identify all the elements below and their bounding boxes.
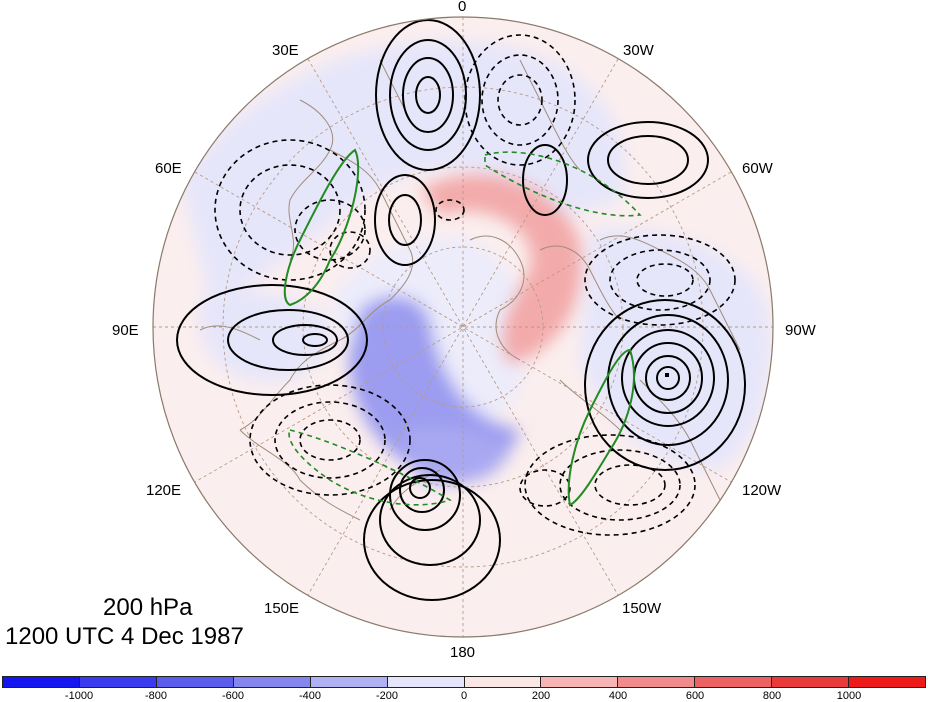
colorbar-box: [387, 677, 465, 687]
colorbar-box: [695, 677, 773, 687]
shading-layer: [180, 40, 771, 484]
colorbar-box: [464, 677, 542, 687]
colorbar-box: [618, 677, 696, 687]
colorbar-tick-label: -600: [221, 690, 245, 702]
colorbar-box: [3, 677, 80, 687]
lon-label-120w: 120W: [742, 482, 782, 499]
lon-label-60w: 60W: [742, 160, 773, 177]
shade-light-blue-north: [180, 40, 626, 300]
dashed-contours: [214, 34, 736, 536]
time-title: 1200 UTC 4 Dec 1987: [5, 623, 244, 650]
shade-blue-crescent: [349, 296, 520, 474]
shade-red-crescent: [420, 174, 582, 365]
colorbar-box: [849, 677, 926, 687]
colorbar-tick-label: 200: [531, 690, 551, 702]
colorbar-tick-label: -400: [298, 690, 322, 702]
shade-light-blue-east: [199, 289, 332, 382]
colorbar-tick-label: 600: [685, 690, 705, 702]
lon-label-60e: 60E: [155, 160, 182, 177]
colorbar-box: [233, 677, 311, 687]
colorbar-box: [79, 677, 157, 687]
lon-label-120e: 120E: [146, 482, 182, 499]
lon-label-30w: 30W: [623, 42, 654, 59]
green-dashed-contours: [288, 151, 642, 506]
colorbar-box: [541, 677, 619, 687]
lon-label-90e: 90E: [112, 322, 139, 339]
colorbar-tick-label: 0: [460, 690, 468, 702]
colorbar-tick-label: -800: [144, 690, 168, 702]
colorbar-tick-label: -1000: [64, 690, 94, 702]
colorbar-tick-label: 400: [608, 690, 628, 702]
colorbar-box: [772, 677, 850, 687]
lon-label-150w: 150W: [622, 600, 662, 617]
lon-label-150e: 150E: [264, 600, 300, 617]
low-center-marker: [665, 373, 669, 377]
solid-contours: [176, 19, 746, 601]
colorbar-box: [156, 677, 234, 687]
green-contours: [283, 148, 635, 507]
colorbar: [2, 676, 926, 688]
lon-label-180: 180: [450, 644, 476, 661]
lon-label-30e: 30E: [272, 42, 299, 59]
lon-label-90w: 90W: [785, 322, 816, 339]
colorbar-box: [310, 677, 388, 687]
colorbar-tick-label: -200: [375, 690, 399, 702]
colorbar-tick-label: 1000: [836, 690, 862, 702]
colorbar-tick-label: 800: [762, 690, 782, 702]
shade-light-blue-west: [580, 228, 771, 470]
level-title: 200 hPa: [103, 594, 193, 621]
lon-label-0: 0: [458, 0, 467, 15]
map-boundary: [152, 16, 774, 638]
